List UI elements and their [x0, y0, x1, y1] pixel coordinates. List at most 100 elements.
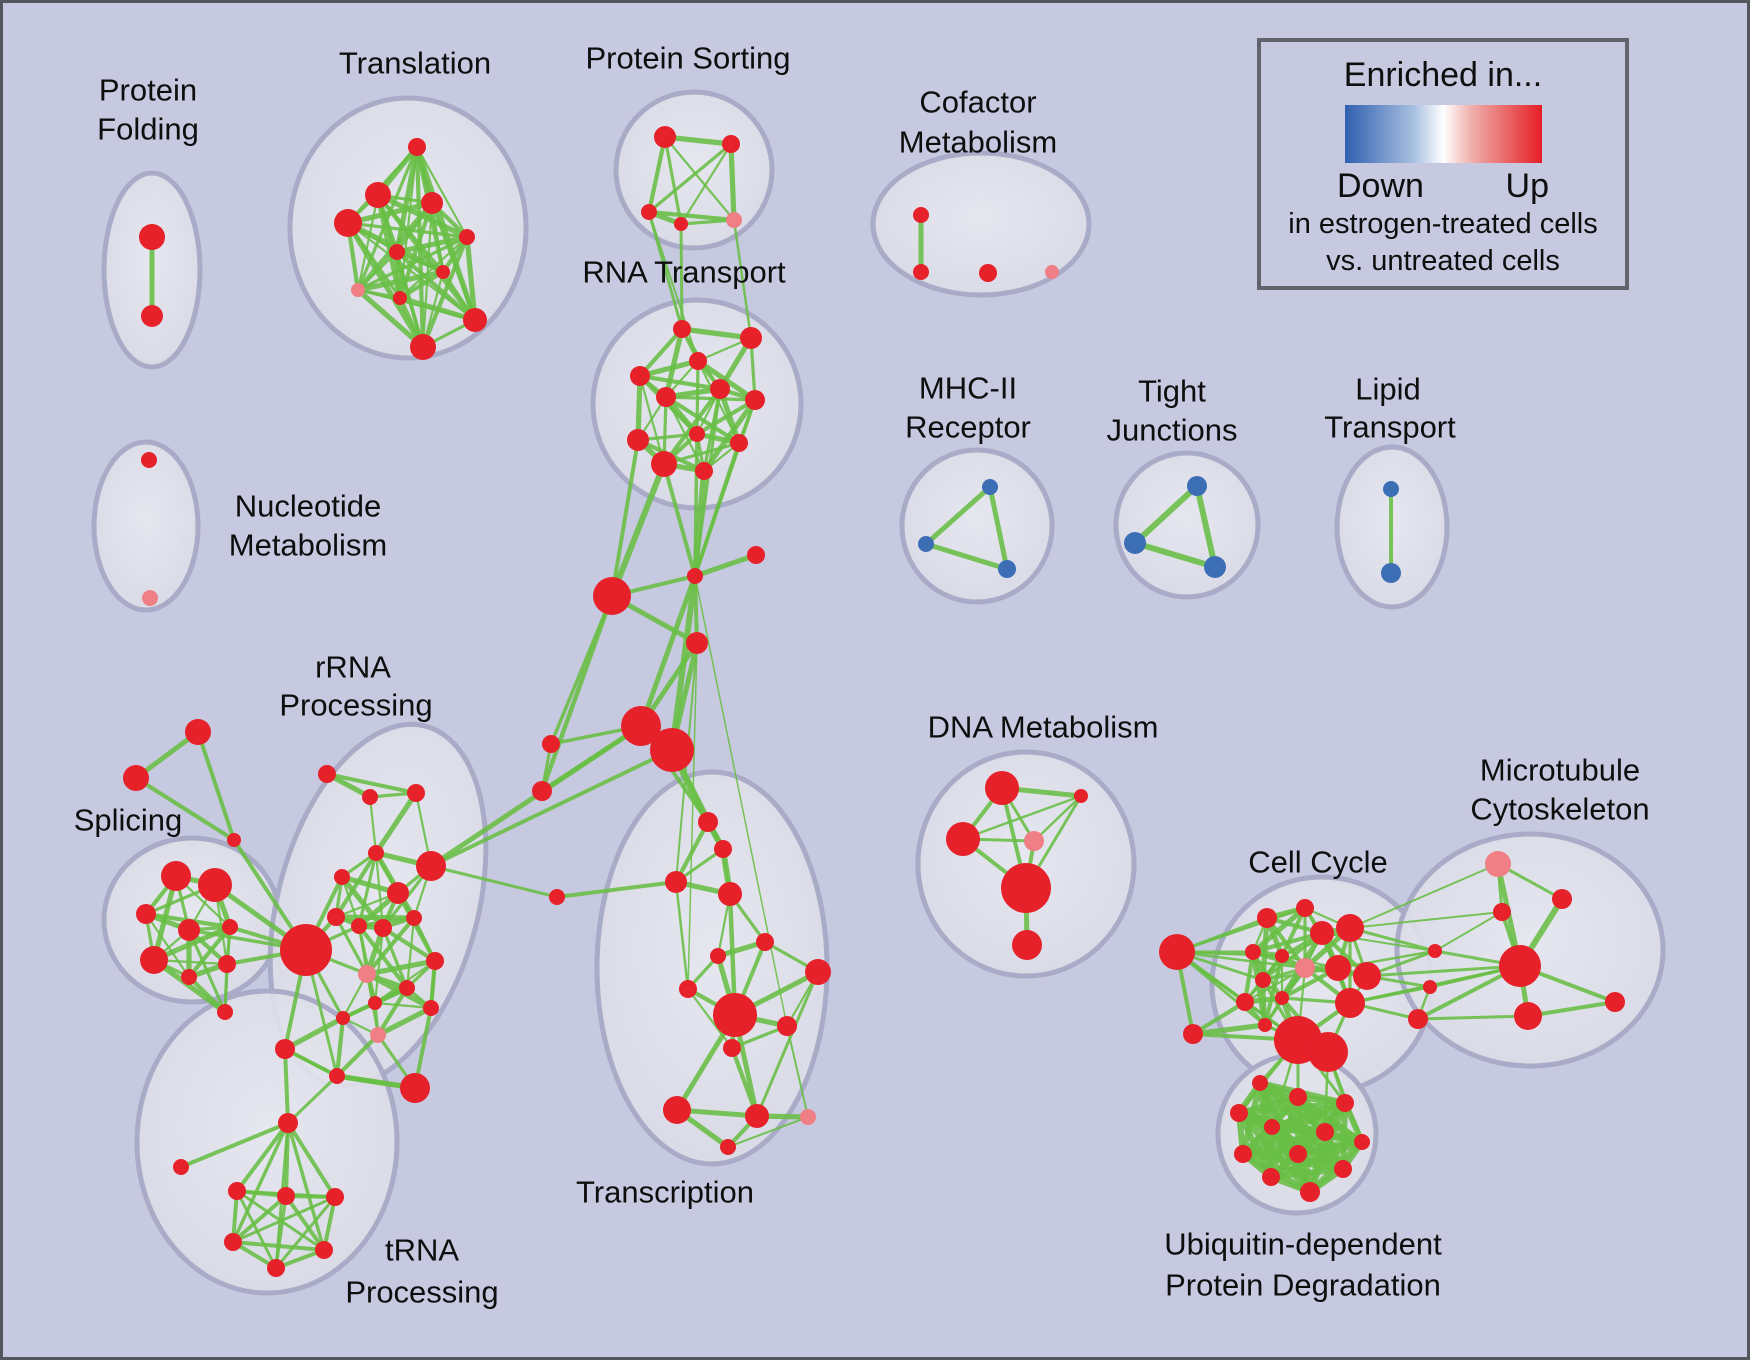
node-ub-0	[1252, 1075, 1268, 1091]
network-edge-tx	[686, 987, 734, 1050]
node-cm-2	[979, 264, 997, 282]
node-mc-6	[1514, 1002, 1542, 1030]
node-dm-1	[1074, 789, 1088, 803]
legend-subtitle-line1: in estrogen-treated cells	[1288, 208, 1598, 240]
network-edge-inter	[429, 748, 674, 868]
node-tr-6	[436, 265, 450, 279]
node-tx-0	[698, 812, 718, 832]
node-tr-8	[393, 291, 407, 305]
network-edge-ps	[647, 142, 733, 214]
node-tp-0	[278, 1113, 298, 1133]
node-rr-21	[423, 1000, 439, 1016]
network-edge-inter	[693, 387, 722, 578]
node-rr-3	[368, 845, 384, 861]
network-edge-tj	[1132, 540, 1218, 570]
network-edge-ps	[679, 218, 736, 226]
network-edge-inter	[609, 461, 667, 599]
node-cc-4	[1245, 944, 1261, 960]
node-rr-20	[370, 1027, 386, 1043]
network-edge-rt	[664, 395, 757, 402]
node-rr-14	[399, 980, 415, 996]
network-edge-tr	[345, 200, 435, 226]
network-edge-ub	[1236, 1100, 1348, 1116]
network-edge-cc	[1261, 931, 1324, 982]
node-cc-6	[1295, 958, 1315, 978]
node-pf-0	[139, 224, 165, 250]
node-rr-7	[327, 908, 345, 926]
network-edge-tj	[1132, 483, 1200, 546]
cluster-label-rr: Processing	[279, 688, 432, 723]
network-edge-tp	[322, 1195, 337, 1252]
node-sp-6	[181, 969, 197, 985]
node-ub-11	[1300, 1182, 1320, 1202]
network-edge-ub	[1268, 1166, 1346, 1180]
node-tx-13	[800, 1109, 816, 1125]
network-edge-rr	[333, 850, 379, 920]
network-edge-inter	[1336, 949, 1437, 970]
node-ub-8	[1289, 1145, 1307, 1163]
network-edge-inter	[429, 864, 559, 899]
network-edge-cc	[1243, 966, 1307, 1004]
node-rr-18	[329, 1068, 345, 1084]
network-edge-rr	[380, 925, 438, 964]
network-edge-cc	[1190, 999, 1248, 1037]
network-edge-tp	[231, 1121, 290, 1244]
network-edge-rr	[373, 926, 385, 1005]
network-edge-cc	[1250, 905, 1308, 955]
node-nm-1	[142, 590, 158, 606]
network-edge-inter	[1175, 906, 1307, 954]
network-edge-conn	[196, 730, 236, 842]
network-edge-inter	[610, 438, 640, 598]
node-ps-1	[722, 135, 740, 153]
network-edge-inter	[687, 642, 698, 990]
network-edge-tp	[284, 1194, 326, 1252]
network-edge-tr	[356, 250, 399, 292]
cluster-label-dm: DNA Metabolism	[928, 710, 1159, 745]
network-edge-tr	[346, 221, 469, 239]
cluster-label-tx: Transcription	[576, 1175, 754, 1210]
node-rt-5	[656, 387, 676, 407]
network-edge-rr	[375, 985, 410, 1038]
network-edge-rr	[282, 1015, 346, 1052]
cluster-ellipse-cm	[870, 150, 1092, 298]
network-edge-inter	[325, 772, 418, 795]
node-conn-0	[185, 719, 211, 745]
network-edge-rt	[701, 397, 758, 474]
node-tj-1	[1124, 532, 1146, 554]
node-tr-10	[410, 334, 436, 360]
network-edge-rr	[373, 790, 419, 856]
network-edge-conn	[539, 593, 615, 794]
cluster-ellipse-mhc	[899, 447, 1055, 605]
network-edge-tp	[231, 1194, 288, 1244]
node-tp-3	[277, 1187, 295, 1205]
node-ub-9	[1262, 1168, 1280, 1186]
node-rr-1	[362, 789, 378, 805]
network-edge-tp	[286, 1121, 326, 1252]
node-tx-3	[718, 882, 742, 906]
node-rr-12	[358, 965, 376, 983]
node-conn-12	[1159, 934, 1195, 970]
node-tj-0	[1187, 476, 1207, 496]
node-mhc-1	[918, 536, 934, 552]
node-conn-1	[123, 765, 149, 791]
network-edge-inter	[727, 1116, 809, 1148]
node-ub-7	[1234, 1145, 1252, 1163]
cluster-label-cm: Metabolism	[899, 125, 1058, 160]
node-rt-8	[689, 426, 705, 442]
node-sp-4	[222, 919, 238, 935]
network-edge-tp	[235, 1121, 290, 1193]
node-conn-9	[542, 735, 560, 753]
node-rt-4	[710, 379, 730, 399]
node-sp-2	[136, 904, 156, 924]
node-tx-14	[720, 1139, 736, 1155]
node-rr-19	[400, 1073, 430, 1103]
node-mc-8	[1408, 1009, 1428, 1029]
node-cm-3	[1045, 265, 1059, 279]
node-dm-3	[1024, 831, 1044, 851]
node-rr-17	[275, 1039, 295, 1059]
network-edge-inter	[1175, 950, 1307, 970]
node-conn-10	[532, 781, 552, 801]
network-edge-tr	[430, 201, 477, 322]
